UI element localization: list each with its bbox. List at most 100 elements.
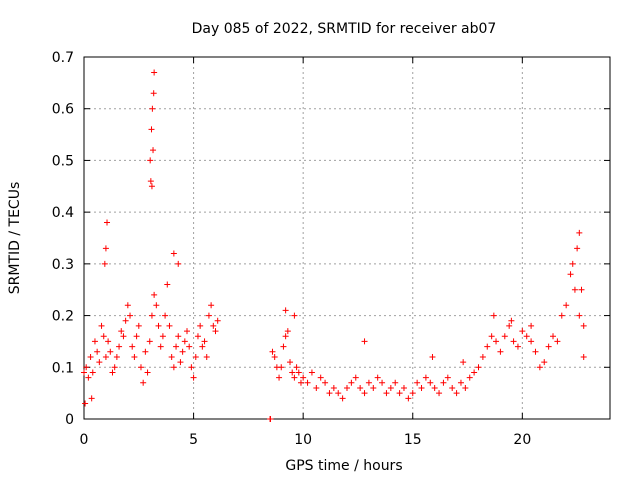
data-point (528, 322, 535, 329)
data-point (462, 384, 469, 391)
data-point (127, 312, 134, 319)
data-point (457, 379, 464, 386)
data-point (348, 379, 355, 386)
data-point (383, 390, 390, 397)
data-point (289, 369, 296, 376)
data-point (81, 369, 87, 376)
data-point (330, 384, 337, 391)
data-point (210, 322, 217, 329)
data-point (109, 369, 116, 376)
data-point (153, 302, 160, 309)
data-point (361, 338, 368, 345)
data-point (203, 353, 210, 360)
data-point (471, 369, 478, 376)
data-point (116, 343, 123, 350)
data-point (88, 395, 95, 402)
data-point (558, 312, 565, 319)
data-point (293, 364, 300, 371)
plot-frame (83, 56, 611, 420)
data-point (201, 338, 208, 345)
data-point (147, 157, 154, 164)
data-point (374, 374, 381, 381)
y-tick-label: 0 (65, 412, 74, 428)
data-point (322, 379, 329, 386)
data-point (479, 353, 486, 360)
data-point (396, 390, 403, 397)
data-point (282, 333, 289, 340)
y-axis-label: SRMTID / TECUs (7, 182, 23, 295)
data-point (287, 359, 294, 366)
data-point (295, 369, 302, 376)
data-point (528, 338, 535, 345)
x-tick-label: 0 (80, 432, 89, 448)
data-point (96, 359, 103, 366)
data-point (580, 322, 587, 329)
data-point (493, 338, 500, 345)
x-tick-label: 5 (189, 432, 198, 448)
y-tick-label: 0.3 (52, 257, 74, 273)
data-point (148, 126, 155, 133)
x-tick-label: 20 (513, 432, 531, 448)
data-point (326, 390, 333, 397)
data-point (580, 353, 587, 360)
data-point (197, 322, 204, 329)
data-point (370, 384, 377, 391)
data-point (414, 379, 421, 386)
x-tick-label: 15 (404, 432, 422, 448)
data-point (300, 374, 307, 381)
data-point (170, 250, 177, 257)
data-point (271, 353, 278, 360)
data-point (188, 364, 195, 371)
data-point (205, 312, 212, 319)
data-point (497, 348, 504, 355)
data-point (184, 328, 191, 335)
data-point (101, 260, 108, 267)
data-point (89, 369, 96, 376)
data-point (422, 374, 429, 381)
data-point (506, 322, 513, 329)
y-tick-label: 0.1 (52, 360, 74, 376)
data-point (94, 348, 101, 355)
data-point (175, 260, 182, 267)
data-points (81, 69, 587, 422)
data-point (166, 322, 173, 329)
data-point (466, 374, 473, 381)
data-point (118, 328, 125, 335)
data-point (475, 364, 482, 371)
data-point (379, 379, 386, 386)
data-point (199, 343, 206, 350)
data-point (387, 384, 394, 391)
data-point (91, 338, 98, 345)
data-point (164, 281, 171, 288)
data-point (82, 400, 89, 407)
data-point (510, 338, 517, 345)
data-point (317, 374, 324, 381)
data-point (344, 384, 350, 391)
data-point (129, 343, 136, 350)
data-point (105, 338, 112, 345)
data-point (162, 312, 169, 319)
x-tick-label: 10 (294, 432, 312, 448)
data-point (98, 322, 105, 329)
data-point (400, 384, 407, 391)
data-point (131, 353, 138, 360)
data-point (501, 333, 508, 340)
data-point (146, 338, 153, 345)
data-point (170, 364, 177, 371)
data-point (140, 379, 147, 386)
data-point (488, 333, 495, 340)
data-point (276, 374, 283, 381)
data-point (352, 374, 359, 381)
data-point (453, 390, 460, 397)
data-point (569, 260, 576, 267)
data-point (574, 245, 581, 252)
data-point (149, 105, 156, 112)
data-point (308, 369, 315, 376)
data-point (179, 348, 186, 355)
axis-ticks: 0 0.1 0.2 0.3 0.4 0.5 0.6 0.7 0 5 10 15 20 (52, 50, 610, 448)
data-point (339, 395, 346, 402)
data-point (576, 312, 583, 319)
y-tick-label: 0.6 (52, 102, 74, 118)
